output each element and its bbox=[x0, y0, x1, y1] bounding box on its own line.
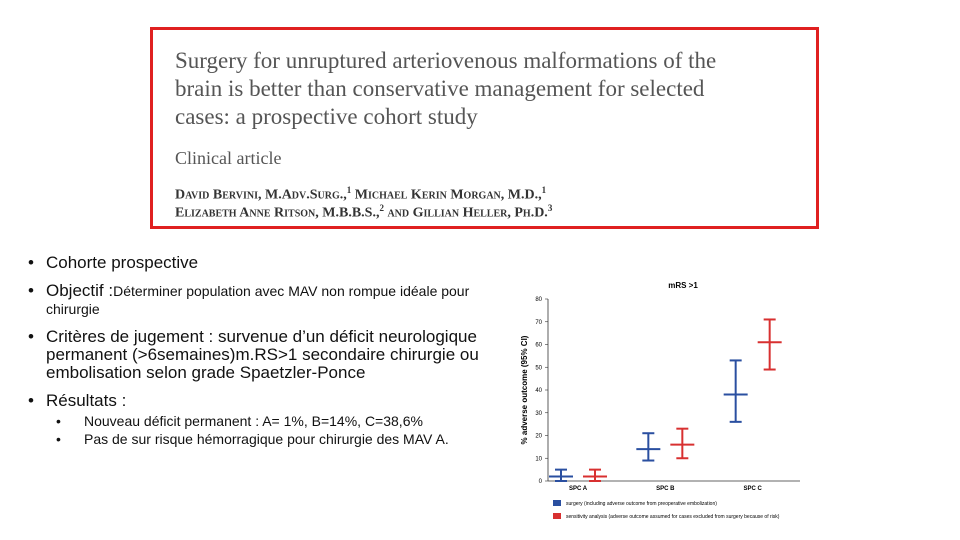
affiliation: 1 bbox=[541, 185, 547, 195]
paper-header: Surgery for unruptured arteriovenous mal… bbox=[150, 27, 819, 229]
authors: Elizabeth Anne Ritson, M.B.B.S.,2 and Gi… bbox=[175, 203, 552, 222]
y-tick-label: 70 bbox=[535, 320, 542, 326]
bullet: Critères de jugement : survenue d’un déf… bbox=[28, 328, 498, 382]
y-tick-label: 20 bbox=[535, 434, 542, 440]
y-tick-label: 30 bbox=[535, 411, 542, 417]
y-tick-label: 0 bbox=[539, 479, 543, 485]
affiliation: 3 bbox=[547, 203, 553, 213]
y-tick-label: 60 bbox=[535, 343, 542, 349]
x-tick-label: SPC C bbox=[743, 486, 762, 492]
author: Elizabeth Anne Ritson, M.B.B.S., bbox=[175, 205, 380, 221]
bullet: Cohorte prospective bbox=[28, 253, 498, 273]
paper-title: Surgery for unruptured arteriovenous mal… bbox=[175, 48, 717, 73]
bullet-text: Critères de jugement : survenue d’un déf… bbox=[46, 327, 479, 382]
bullet-list: Cohorte prospective Objectif :Déterminer… bbox=[28, 253, 498, 449]
bullet-text: Objectif : bbox=[46, 281, 114, 300]
y-tick-label: 50 bbox=[535, 365, 542, 371]
sub-bullet: Pas de sur risque hémorragique pour chir… bbox=[56, 430, 498, 448]
legend-label: sensitivity analysis (adverse outcome as… bbox=[566, 514, 780, 520]
x-tick-label: SPC B bbox=[656, 486, 675, 492]
bullet-text: Cohorte prospective bbox=[46, 253, 199, 272]
affiliation: 1 bbox=[346, 185, 352, 195]
bullet-text: Résultats : bbox=[46, 391, 127, 410]
y-axis-label: % adverse outcome (95% CI) bbox=[520, 335, 529, 444]
chart-title: mRS >1 bbox=[668, 281, 698, 290]
legend-swatch bbox=[553, 500, 561, 506]
bullet: Résultats : bbox=[28, 391, 498, 411]
bullet-detail: Déterminer population avec MAV non rompu… bbox=[46, 283, 470, 317]
y-tick-label: 40 bbox=[535, 388, 542, 394]
paper-title: cases: a prospective cohort study bbox=[175, 104, 478, 129]
y-tick-label: 10 bbox=[535, 456, 542, 462]
legend-label: surgery (including adverse outcome from … bbox=[566, 501, 717, 507]
affiliation: 2 bbox=[379, 203, 384, 213]
bullet: Objectif :Déterminer population avec MAV… bbox=[28, 282, 498, 318]
author: and Gillian Heller, Ph.D. bbox=[387, 205, 548, 221]
sub-bullet: Nouveau déficit permanent : A= 1%, B=14%… bbox=[56, 412, 498, 430]
paper-kind: Clinical article bbox=[175, 148, 282, 168]
authors: David Bervini, M.Adv.Surg.,1 Michael Ker… bbox=[175, 185, 546, 204]
paper-title: brain is better than conservative manage… bbox=[175, 76, 705, 101]
author: Michael Kerin Morgan, M.D., bbox=[354, 187, 542, 203]
author: David Bervini, M.Adv.Surg., bbox=[175, 187, 347, 203]
legend-swatch bbox=[553, 513, 561, 519]
y-tick-label: 80 bbox=[535, 297, 542, 303]
x-tick-label: SPC A bbox=[569, 486, 588, 492]
